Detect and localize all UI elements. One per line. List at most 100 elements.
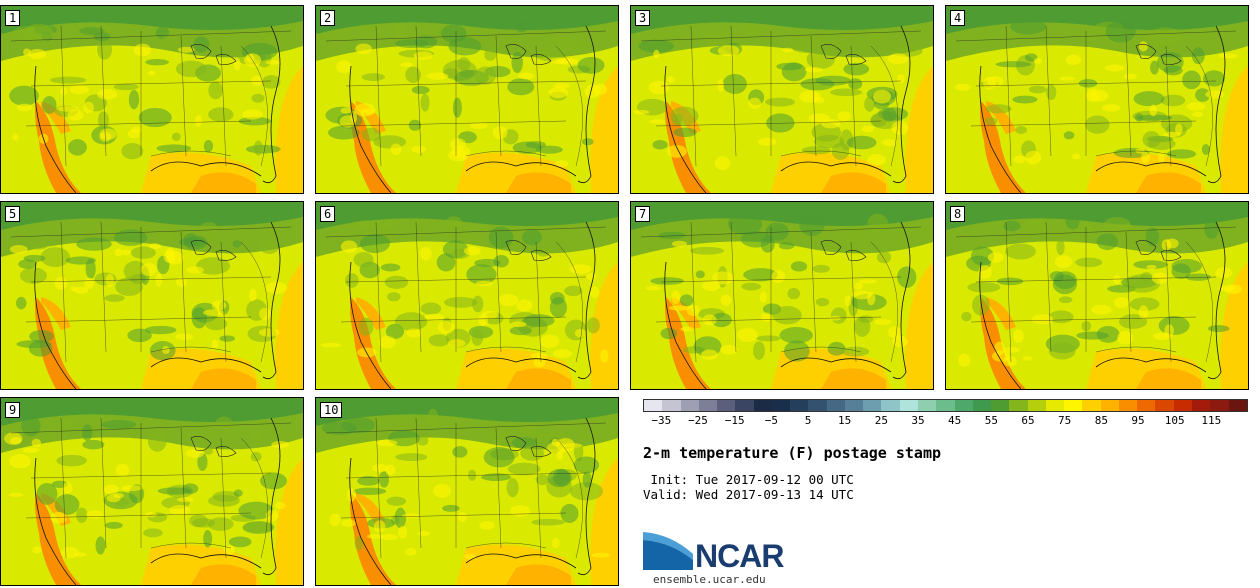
colorbar-swatch <box>1210 400 1229 411</box>
warm-patch <box>556 450 564 461</box>
colorbar-tick-labels: −35 −25 −15 −5 5 15 25 35 45 55 65 75 85 95 105 115 <box>643 414 1248 430</box>
cool-patch <box>68 139 87 156</box>
warm-patch <box>413 51 433 60</box>
warm-patch <box>329 513 341 527</box>
state-border <box>690 25 697 167</box>
cool-patch <box>243 521 273 533</box>
cool-patch <box>171 132 181 141</box>
cool-patch <box>1085 115 1110 134</box>
warm-patch <box>69 85 89 95</box>
warm-patch <box>97 89 118 100</box>
state-border <box>345 472 587 479</box>
cool-patch <box>79 27 105 35</box>
gulf-coastline <box>465 161 577 177</box>
cool-patch <box>638 39 675 53</box>
warm-patch <box>169 504 191 516</box>
state-border <box>495 231 502 353</box>
warm-patch <box>1102 104 1121 112</box>
warm-patch <box>266 509 279 522</box>
cool-patch <box>867 213 888 232</box>
warm-patch <box>1104 64 1125 72</box>
warm-patch <box>233 57 241 71</box>
temperature-map <box>1 398 303 585</box>
cool-patch <box>830 88 863 97</box>
cool-patch <box>474 66 496 85</box>
warm-patch <box>390 143 402 155</box>
colorbar-tick-label: −15 <box>724 414 745 427</box>
colorbar-tick-label: 115 <box>1201 414 1222 427</box>
warm-patch <box>1112 274 1121 285</box>
desert-warm <box>41 297 71 330</box>
cool-patch <box>1010 18 1046 35</box>
cool-patch <box>507 462 541 476</box>
cool-patch <box>1003 220 1021 232</box>
cool-patch <box>577 56 605 74</box>
cool-patch <box>783 340 810 362</box>
warm-patch <box>1141 151 1151 164</box>
cool-patch <box>1202 70 1226 87</box>
cool-patch <box>831 142 850 160</box>
temperature-map <box>1 202 303 389</box>
great-lake <box>845 54 867 65</box>
cool-patch <box>534 47 567 62</box>
cool-patch <box>787 288 801 300</box>
logo-wordmark: NCAR <box>695 538 784 574</box>
cool-patch <box>250 451 262 462</box>
warm-patch <box>121 485 143 492</box>
state-border <box>220 437 227 559</box>
gulf-coastline <box>780 357 892 373</box>
atlantic-ocean <box>275 458 303 585</box>
cool-patch <box>97 111 109 129</box>
warm-patch <box>680 326 695 332</box>
cool-patch <box>23 23 54 42</box>
warm-patch <box>9 436 22 445</box>
warm-patch <box>251 75 263 86</box>
cool-patch <box>40 247 71 268</box>
cool-patch <box>830 307 847 324</box>
warm-patch <box>719 344 738 355</box>
cool-patch <box>660 327 678 340</box>
state-border <box>60 417 67 559</box>
warm-patch <box>671 290 681 305</box>
warm-patch <box>411 145 426 154</box>
cool-patch <box>384 275 409 289</box>
colorbar-tick-label: 105 <box>1164 414 1185 427</box>
cool-patch <box>386 496 407 506</box>
init-time: Init: Tue 2017-09-12 00 UTC <box>643 472 854 487</box>
state-border <box>955 30 1237 42</box>
cool-patch <box>488 226 514 249</box>
warm-patch <box>177 46 195 53</box>
warm-patch <box>556 57 579 65</box>
state-border <box>850 45 857 167</box>
cool-patch <box>361 73 386 81</box>
colorbar-tick-label: 35 <box>911 414 925 427</box>
cool-patch <box>128 89 140 110</box>
warm-patch <box>548 86 569 99</box>
warm-patch <box>8 492 24 498</box>
cool-patch <box>387 292 401 302</box>
warm-patch <box>987 76 1004 88</box>
cool-patch <box>984 117 998 126</box>
cool-patch <box>36 482 58 505</box>
cool-patch <box>352 487 387 495</box>
east-coastline <box>577 221 596 380</box>
cool-patch <box>182 483 199 494</box>
colorbar-swatch <box>1155 400 1174 411</box>
great-lake <box>845 250 867 261</box>
cool-patch <box>82 439 105 450</box>
warm-patch <box>366 533 383 539</box>
state-border <box>1165 45 1172 167</box>
cool-patch <box>1056 239 1065 256</box>
cool-patch <box>104 294 125 302</box>
west-coastline <box>979 65 1022 193</box>
map-panel-4: 4 <box>945 5 1249 194</box>
member-number: 10 <box>320 402 343 418</box>
cool-patch <box>442 504 460 512</box>
cool-patch <box>1204 219 1219 239</box>
warm-patch <box>175 333 194 341</box>
warm-patch <box>510 321 527 328</box>
warm-patch <box>589 286 600 299</box>
warm-patch <box>103 484 120 495</box>
warm-patch <box>874 319 892 326</box>
warm-patch <box>378 335 396 349</box>
